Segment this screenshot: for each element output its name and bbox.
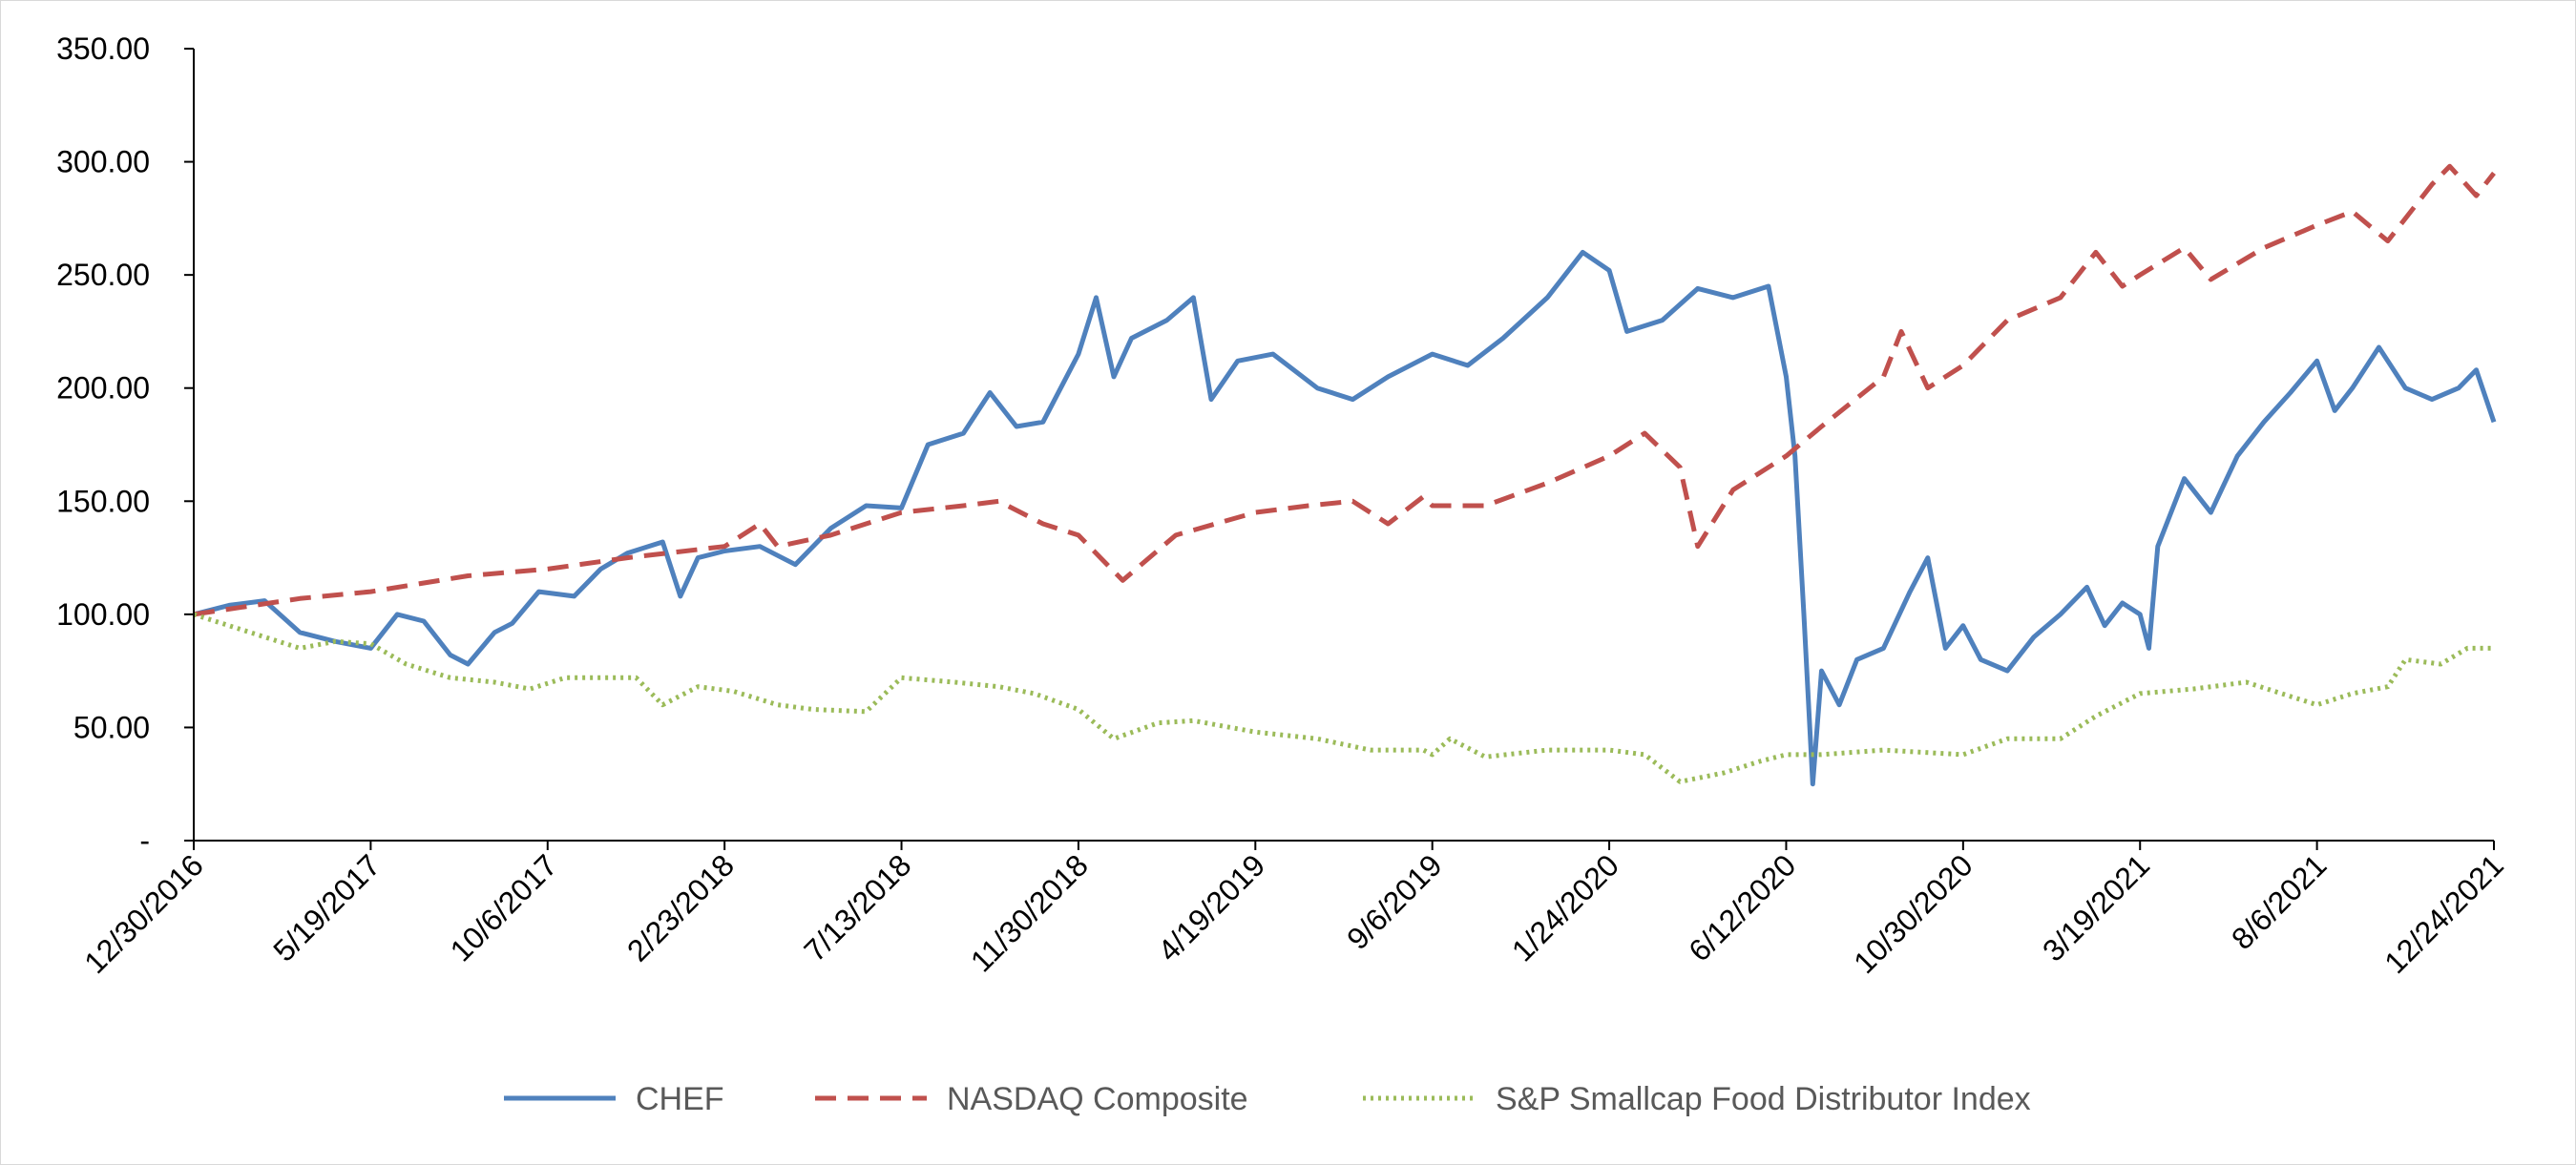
y-tick-label: 100.00 — [56, 597, 150, 632]
x-tick-label: 3/19/2021 — [2036, 847, 2156, 967]
x-tick-label: 11/30/2018 — [964, 847, 1095, 978]
legend: CHEF NASDAQ Composite S&P Smallcap Food Di… — [504, 1081, 2031, 1117]
x-tick-label: 5/19/2017 — [266, 847, 387, 967]
x-tick-label: 1/24/2020 — [1505, 847, 1625, 967]
legend-label-2: S&P Smallcap Food Distributor Index — [1496, 1081, 2031, 1117]
series-line-2 — [193, 612, 2494, 784]
x-tick-label: 2/23/2018 — [620, 847, 741, 967]
series-line-0 — [193, 249, 2497, 787]
x-tick-label: 6/12/2020 — [1682, 847, 1802, 967]
x-tick-label: 12/24/2021 — [2377, 847, 2510, 980]
series-line-1 — [193, 163, 2496, 617]
x-tick-label: 10/30/2020 — [1847, 847, 1979, 980]
y-tick-label: 350.00 — [56, 31, 150, 66]
x-tick-label: 8/6/2021 — [2225, 847, 2334, 956]
y-ticks: - 50.00 100.00 150.00 200.00 250.00 300.00 350.… — [56, 31, 194, 858]
x-tick-label: 12/30/2016 — [77, 847, 210, 980]
x-tick-label: 9/6/2019 — [1340, 847, 1449, 956]
x-tick-label: 7/13/2018 — [797, 847, 917, 967]
legend-label-0: CHEF — [636, 1081, 724, 1117]
plot-lines — [193, 163, 2497, 787]
legend-label-1: NASDAQ Composite — [947, 1081, 1248, 1117]
x-tick-label: 4/19/2019 — [1151, 847, 1271, 967]
y-tick-label: 300.00 — [56, 145, 150, 179]
y-tick-label: 250.00 — [56, 258, 150, 292]
y-tick-label: - — [139, 823, 150, 858]
y-tick-label: 200.00 — [56, 371, 150, 406]
y-tick-label: 150.00 — [56, 484, 150, 518]
x-tick-label: 10/6/2017 — [444, 847, 564, 967]
axes — [193, 49, 2494, 842]
y-tick-label: 50.00 — [73, 710, 150, 744]
x-ticks: 12/30/2016 5/19/2017 10/6/2017 2/23/2018 7/1… — [77, 841, 2510, 980]
